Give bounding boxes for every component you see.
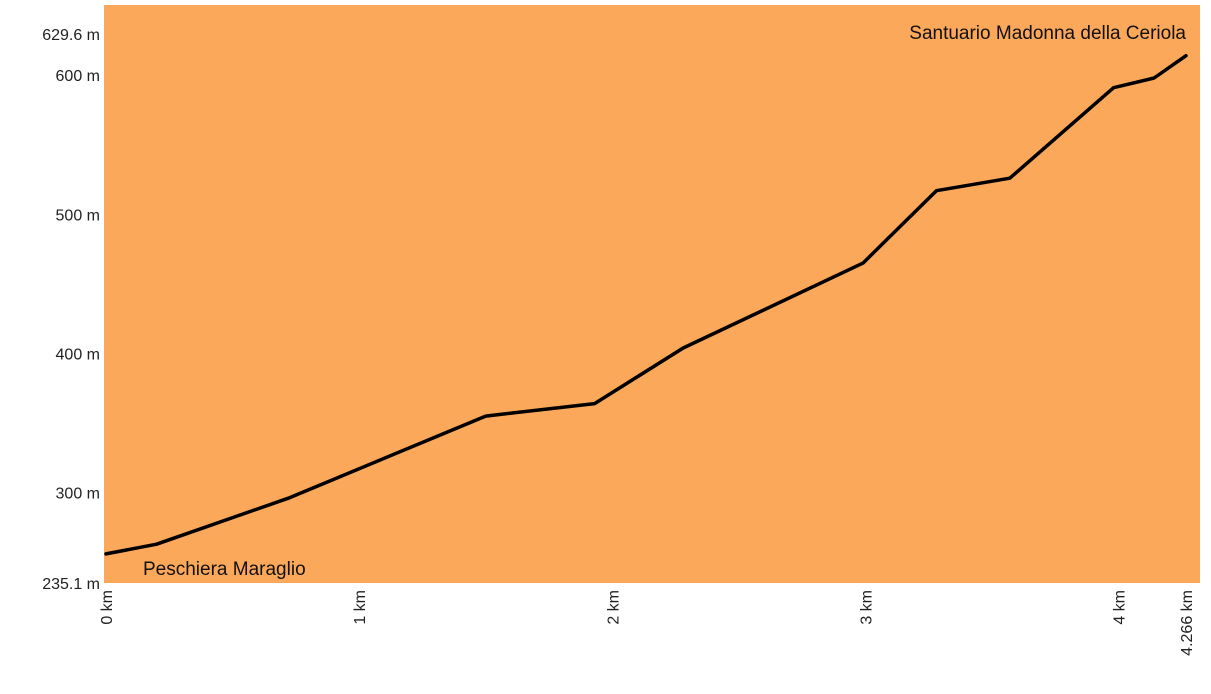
x-tick-label: 4.266 km — [1179, 590, 1196, 656]
x-tick-label: 0 km — [99, 590, 116, 625]
x-tick-label: 3 km — [858, 590, 875, 625]
end-location-label: Santuario Madonna della Ceriola — [909, 23, 1186, 44]
x-tick-label: 2 km — [605, 590, 622, 625]
y-tick-label: 235.1 m — [42, 576, 100, 593]
y-tick-label: 629.6 m — [42, 27, 100, 44]
x-tick-label: 1 km — [352, 590, 369, 625]
y-tick-label: 300 m — [56, 486, 100, 503]
y-tick-label: 400 m — [56, 347, 100, 364]
start-location-label: Peschiera Maraglio — [143, 559, 306, 580]
y-axis-tick-labels: 235.1 m 300 m 400 m 500 m 600 m 629.6 m — [42, 27, 100, 593]
y-tick-label: 500 m — [56, 207, 100, 224]
x-tick-label: 4 km — [1112, 590, 1129, 625]
y-tick-label: 600 m — [56, 68, 100, 85]
plot-area — [104, 5, 1200, 583]
elevation-profile-line — [104, 53, 1188, 556]
x-axis-tick-labels: 0 km 1 km 2 km 3 km 4 km 4.266 km — [99, 590, 1196, 656]
